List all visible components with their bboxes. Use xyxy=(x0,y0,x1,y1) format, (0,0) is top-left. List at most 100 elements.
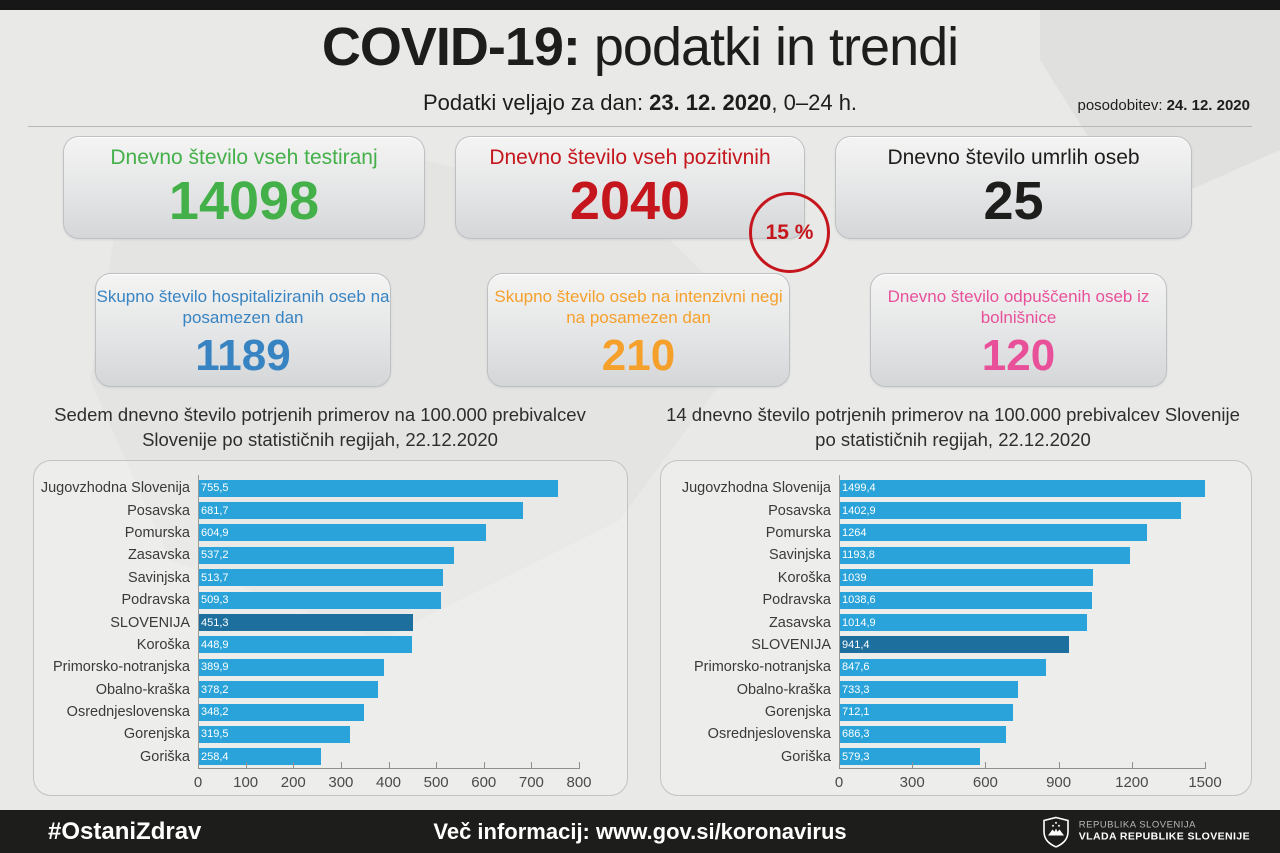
stat-label: Dnevno število odpuščenih oseb iz bolniš… xyxy=(887,287,1150,328)
category-label: Posavska xyxy=(768,502,831,519)
bar-track: 448,9 xyxy=(198,636,579,654)
bar-row: SLOVENIJA 451,3 xyxy=(40,611,579,633)
axis-tick-label: 700 xyxy=(518,774,544,792)
category-label: SLOVENIJA xyxy=(751,636,831,653)
bar: 941,4 xyxy=(839,636,1069,654)
bar-track: 509,3 xyxy=(198,591,579,609)
stat-label: Dnevno število vseh testiranj xyxy=(110,146,378,169)
bar-track: 579,3 xyxy=(839,748,1205,766)
bar-row: Koroška 448,9 xyxy=(40,634,579,656)
bar-row: Savinjska 1193,8 xyxy=(667,544,1205,566)
bar: 1499,4 xyxy=(839,479,1205,497)
stat-value: 14098 xyxy=(168,171,320,232)
value-label: 1499,4 xyxy=(842,482,876,495)
chart-panel-14day: Jugovzhodna Slovenija 1499,4 Posavska 1402,… xyxy=(660,460,1252,796)
category-label: Goriška xyxy=(781,748,831,765)
axis-tick xyxy=(198,762,199,770)
category-label: Osrednjeslovenska xyxy=(66,704,190,721)
bar: 537,2 xyxy=(198,546,454,564)
bar-row: Gorenjska 712,1 xyxy=(667,701,1205,723)
bar: 712,1 xyxy=(839,703,1013,721)
bar-track: 1499,4 xyxy=(839,479,1205,497)
value-label: 712,1 xyxy=(842,706,870,719)
category-label: Obalno-kraška xyxy=(95,681,190,698)
bar-track: 1264 xyxy=(839,524,1205,542)
bar: 319,5 xyxy=(198,725,351,743)
category-label: Pomurska xyxy=(124,524,190,541)
value-label: 258,4 xyxy=(201,750,229,763)
bar-track: 513,7 xyxy=(198,569,579,587)
top-strip xyxy=(0,0,1280,10)
stat-value: 120 xyxy=(981,330,1056,380)
bar-track: 1038,6 xyxy=(839,591,1205,609)
axis-tick xyxy=(985,762,987,770)
bar-track: 1193,8 xyxy=(839,546,1205,564)
bar-track: 1014,9 xyxy=(839,614,1205,632)
axis-tick-label: 300 xyxy=(899,774,925,792)
bar-row: SLOVENIJA 941,4 xyxy=(667,634,1205,656)
bar: 733,3 xyxy=(839,681,1018,699)
bar: 348,2 xyxy=(198,703,364,721)
bar-track: 604,9 xyxy=(198,524,579,542)
chart-x-axis: 0 100 200 300 400 500 600 700 800 xyxy=(194,762,592,800)
category-label: Gorenjska xyxy=(764,704,831,721)
bar: 1014,9 xyxy=(839,614,1087,632)
positivity-rate-badge: 15 % xyxy=(749,192,830,273)
bar-row: Goriška 579,3 xyxy=(667,746,1205,768)
bar-row: Primorsko-notranjska 389,9 xyxy=(40,656,579,678)
bar: 579,3 xyxy=(839,748,981,766)
stat-value: 210 xyxy=(601,330,676,380)
stat-value: 25 xyxy=(983,171,1044,232)
bar-track: 378,2 xyxy=(198,681,579,699)
bar-track: 755,5 xyxy=(198,479,579,497)
chart-plot-area: Jugovzhodna Slovenija 755,5 Posavska 681,7 P… xyxy=(40,474,579,769)
bar-row: Pomurska 1264 xyxy=(667,522,1205,544)
value-label: 604,9 xyxy=(201,526,229,539)
axis-tick-label: 500 xyxy=(423,774,449,792)
bar-track: 686,3 xyxy=(839,725,1205,743)
value-label: 319,5 xyxy=(201,728,229,741)
subtitle-suffix: , 0–24 h. xyxy=(771,90,858,115)
bar-row: Obalno-kraška 378,2 xyxy=(40,679,579,701)
category-label: Koroška xyxy=(136,636,190,653)
axis-tick xyxy=(531,762,533,770)
update-date: 24. 12. 2020 xyxy=(1166,97,1250,114)
chart-title-7day: Sedem dnevno število potrjenih primerov … xyxy=(54,404,586,450)
axis-tick xyxy=(839,762,840,770)
bar-track: 451,3 xyxy=(198,614,579,632)
axis-tick xyxy=(293,762,295,770)
bar: 509,3 xyxy=(198,591,441,609)
value-label: 733,3 xyxy=(842,683,870,696)
value-label: 941,4 xyxy=(842,638,870,651)
stat-card-positive: Dnevno število vseh pozitivnih 2040 xyxy=(455,136,805,239)
axis-tick xyxy=(340,762,342,770)
bar-track: 537,2 xyxy=(198,546,579,564)
bar-row: Pomurska 604,9 xyxy=(40,522,579,544)
value-label: 1038,6 xyxy=(842,594,876,607)
bar-track: 1039 xyxy=(839,569,1205,587)
subtitle: Podatki veljajo za dan: 23. 12. 2020, 0–2… xyxy=(0,90,1280,116)
axis-tick-label: 800 xyxy=(566,774,592,792)
hashtag-ostanizdrav: #OstaniZdrav xyxy=(48,817,202,845)
category-label: Obalno-kraška xyxy=(736,681,831,698)
update-label: posodobitev: xyxy=(1077,97,1163,114)
category-label: Jugovzhodna Slovenija xyxy=(40,480,190,497)
bar: 755,5 xyxy=(198,479,558,497)
gov-line1: REPUBLIKA SLOVENIJA xyxy=(1078,819,1196,830)
bar: 258,4 xyxy=(198,748,322,766)
category-label: Koroška xyxy=(777,569,831,586)
bar: 1264 xyxy=(839,524,1148,542)
bar-row: Posavska 1402,9 xyxy=(667,499,1205,521)
category-label: Gorenjska xyxy=(123,726,190,743)
bar: 451,3 xyxy=(198,614,413,632)
bar: 604,9 xyxy=(198,524,487,542)
category-label: Zasavska xyxy=(127,547,190,564)
category-label: Primorsko-notranjska xyxy=(53,659,190,676)
bar-track: 389,9 xyxy=(198,658,579,676)
government-logo: REPUBLIKA SLOVENIJA VLADA REPUBLIKE SLOV… xyxy=(1042,816,1250,847)
bar-track: 319,5 xyxy=(198,725,579,743)
chart-panel-7day: Jugovzhodna Slovenija 755,5 Posavska 681,7 P… xyxy=(33,460,628,796)
subtitle-date: 23. 12. 2020 xyxy=(649,90,772,115)
axis-tick xyxy=(579,762,580,770)
bar: 389,9 xyxy=(198,658,384,676)
